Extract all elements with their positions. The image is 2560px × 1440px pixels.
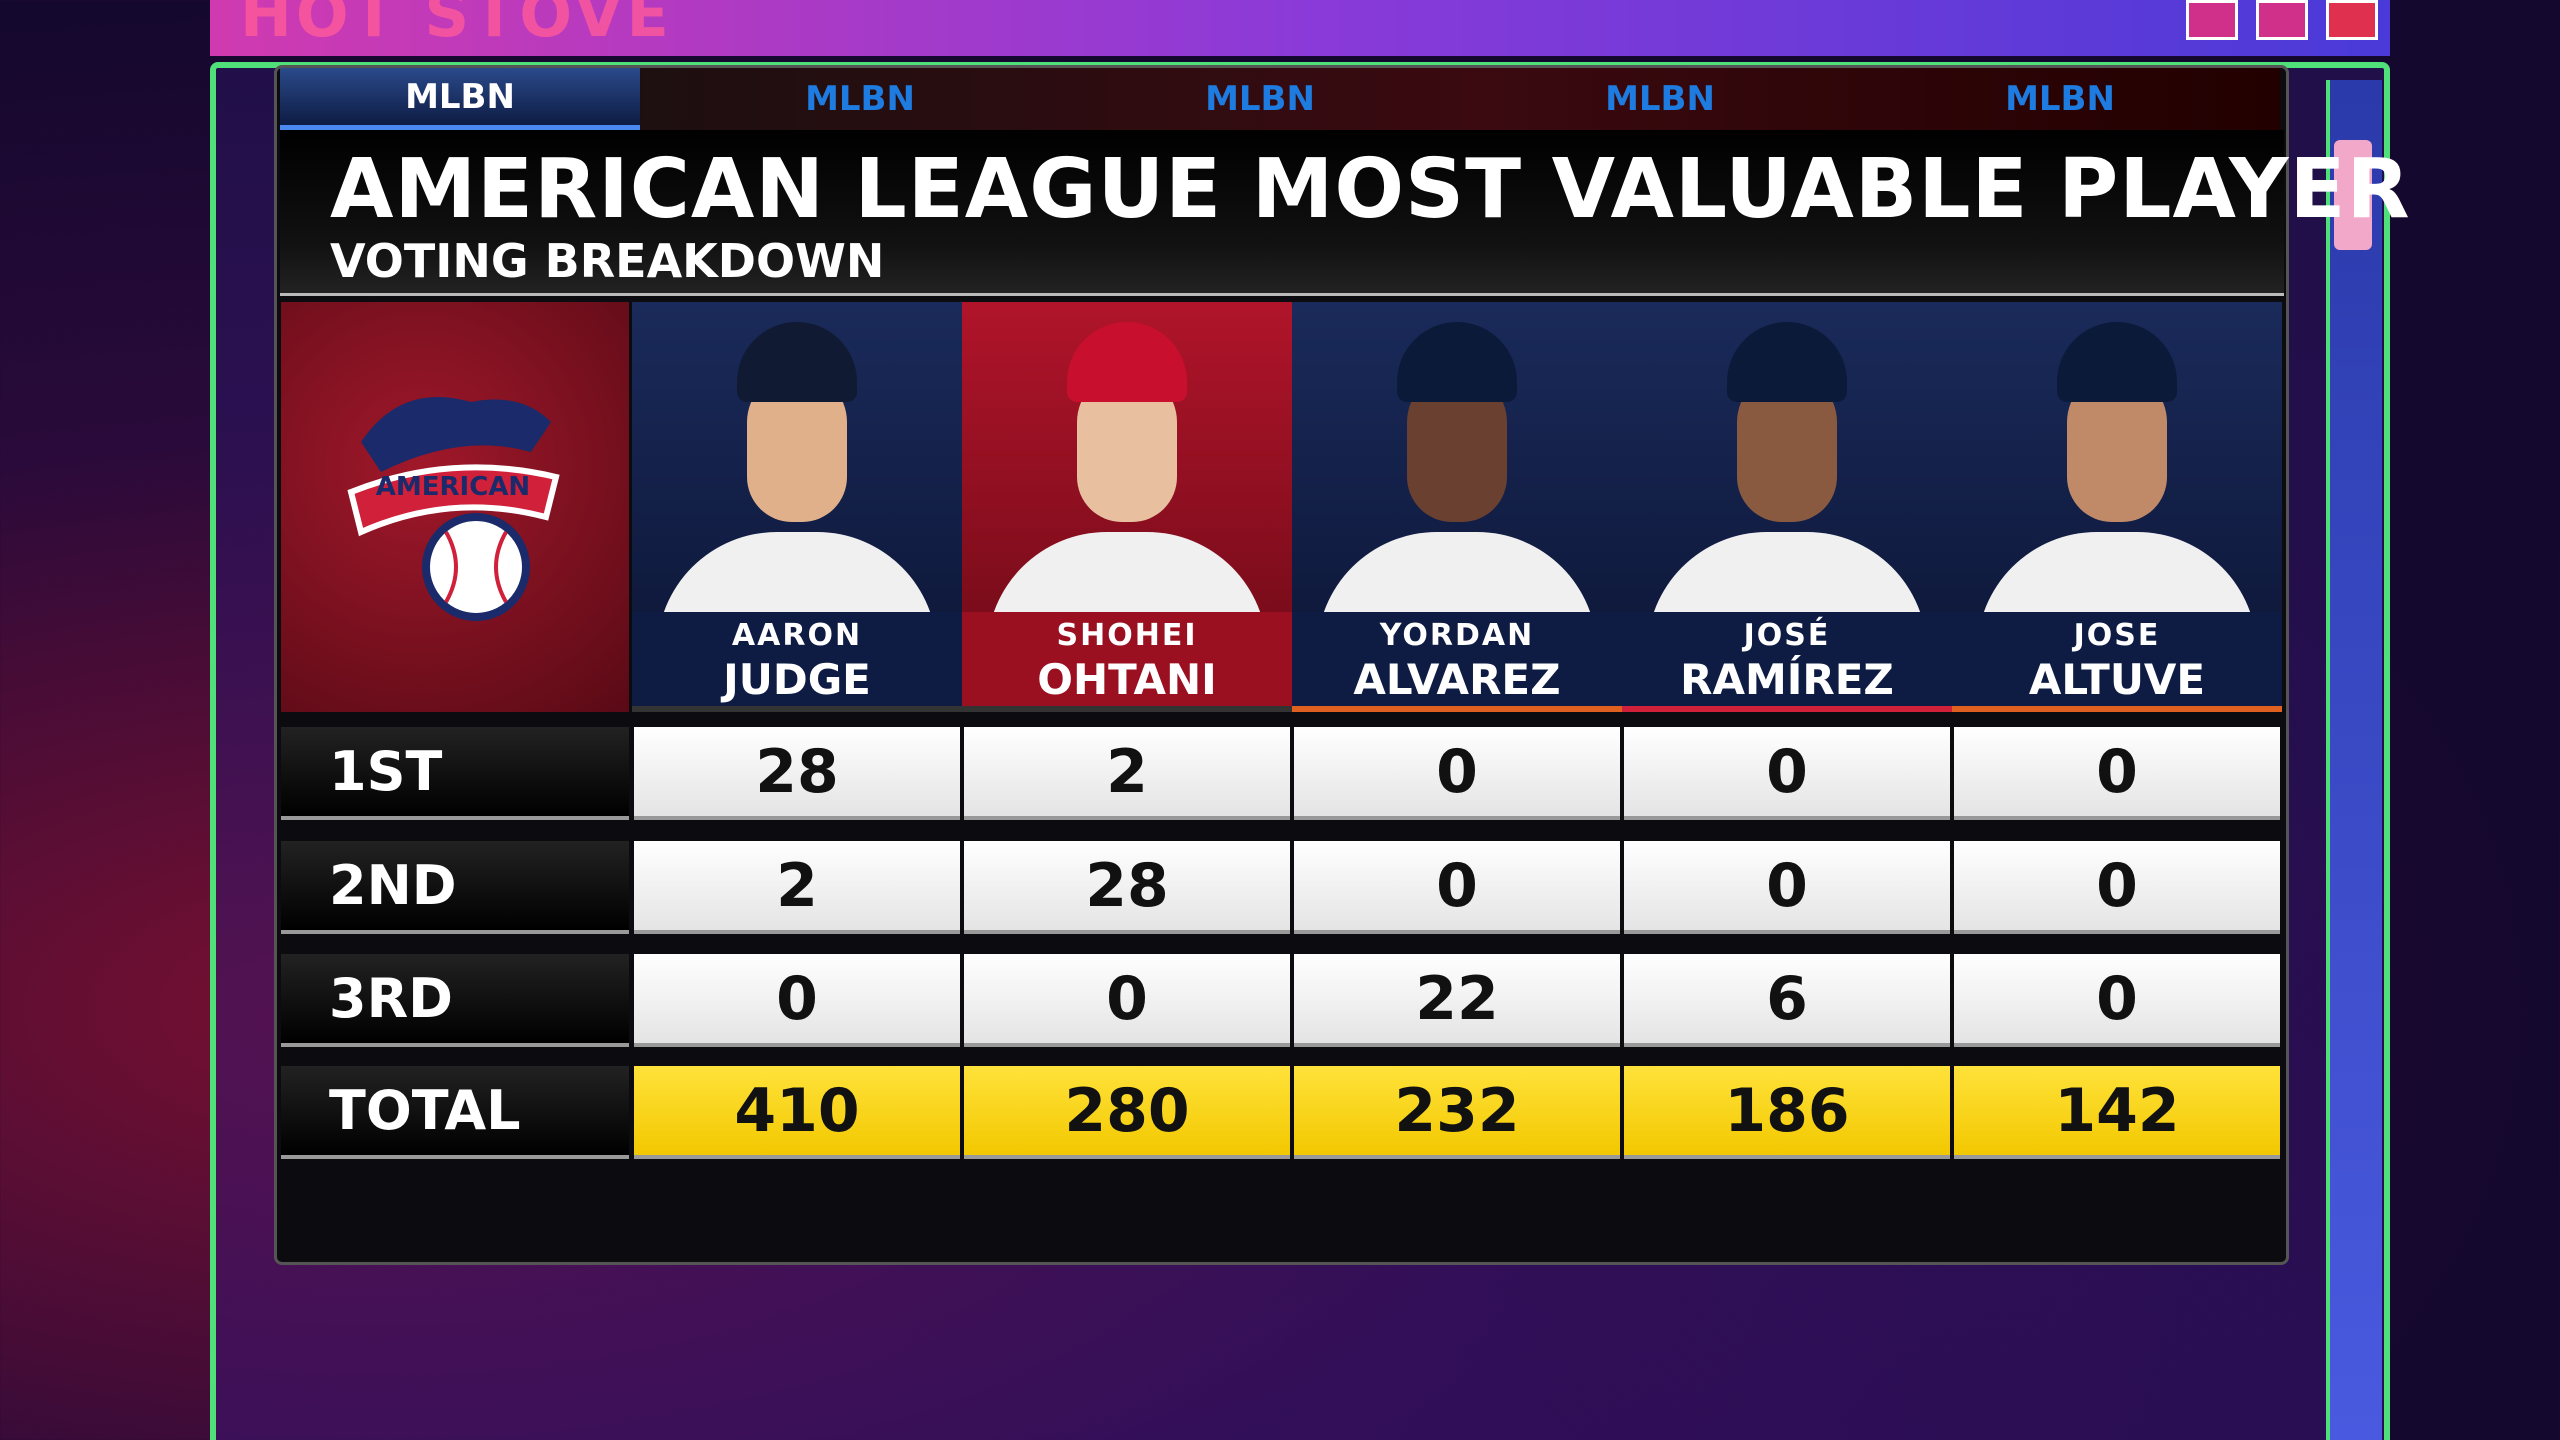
player-photo-cap: [2057, 322, 2177, 402]
player-column: SHOHEI OHTANI: [962, 302, 1292, 712]
vote-cell: 0: [1294, 841, 1620, 934]
window-button[interactable]: [2256, 0, 2308, 40]
name-plate: SHOHEI OHTANI: [962, 612, 1292, 712]
tab[interactable]: MLBN: [805, 79, 915, 119]
tab[interactable]: MLBN: [1205, 79, 1315, 119]
player-photo-cap: [737, 322, 857, 402]
name-plate: AARON JUDGE: [632, 612, 962, 712]
close-button[interactable]: [2326, 0, 2378, 40]
name-plate: YORDAN ALVAREZ: [1292, 612, 1622, 712]
league-logo-text: AMERICAN: [375, 472, 531, 502]
player-photo-cap: [1397, 322, 1517, 402]
vote-cell: 28: [964, 841, 1290, 934]
vote-cell: 22: [1294, 954, 1620, 1047]
tab[interactable]: MLBN: [280, 68, 640, 130]
name-plate: JOSE ALTUVE: [1952, 612, 2282, 712]
row-label: 3RD: [281, 954, 629, 1047]
vote-cell: 0: [634, 954, 960, 1047]
total-cell: 280: [964, 1066, 1290, 1159]
vote-cell: 0: [964, 954, 1290, 1047]
tab-strip: MLBN MLBN MLBN MLBN MLBN: [280, 68, 2280, 130]
player-column: YORDAN ALVAREZ: [1292, 302, 1622, 712]
window-button[interactable]: [2186, 0, 2238, 40]
player-column: AARON JUDGE: [632, 302, 962, 712]
player-column: JOSÉ RAMÍREZ: [1622, 302, 1952, 712]
vote-cell: 0: [1624, 727, 1950, 820]
row-label: TOTAL: [281, 1066, 629, 1159]
show-title: HOT STOVE: [240, 0, 673, 51]
vote-cell: 0: [1954, 954, 2280, 1047]
player-last-name: ALVAREZ: [1353, 655, 1561, 704]
player-first-name: SHOHEI: [1056, 618, 1198, 653]
player-column: JOSE ALTUVE: [1952, 302, 2282, 712]
vote-cell: 0: [1294, 727, 1620, 820]
player-last-name: RAMÍREZ: [1680, 655, 1894, 704]
tab[interactable]: MLBN: [2005, 79, 2115, 119]
vote-cell: 0: [1954, 841, 2280, 934]
player-first-name: AARON: [731, 618, 863, 653]
vote-cell: 6: [1624, 954, 1950, 1047]
total-cell: 142: [1954, 1066, 2280, 1159]
row-label: 1ST: [281, 727, 629, 820]
name-plate: JOSÉ RAMÍREZ: [1622, 612, 1952, 712]
vote-cell: 2: [964, 727, 1290, 820]
scroll-thumb[interactable]: [2334, 140, 2372, 250]
player-photo-cap: [1067, 322, 1187, 402]
vote-cell: 0: [1624, 841, 1950, 934]
player-photo-cap: [1727, 322, 1847, 402]
vote-cell: 2: [634, 841, 960, 934]
tab[interactable]: MLBN: [1605, 79, 1715, 119]
row-label: 2ND: [281, 841, 629, 934]
total-cell: 186: [1624, 1066, 1950, 1159]
player-last-name: JUDGE: [723, 655, 871, 704]
title-band: AMERICAN LEAGUE MOST VALUABLE PLAYER VOT…: [280, 130, 2410, 296]
title: AMERICAN LEAGUE MOST VALUABLE PLAYER: [330, 142, 2411, 237]
total-cell: 232: [1294, 1066, 1620, 1159]
subtitle: VOTING BREAKDOWN: [330, 234, 885, 288]
vote-cell: 0: [1954, 727, 2280, 820]
total-cell: 410: [634, 1066, 960, 1159]
player-first-name: JOSE: [2073, 618, 2161, 653]
player-last-name: OHTANI: [1037, 655, 1217, 704]
player-last-name: ALTUVE: [2028, 655, 2206, 704]
scrollbar[interactable]: [2326, 80, 2382, 1440]
vote-cell: 28: [634, 727, 960, 820]
league-logo: [347, 397, 560, 621]
window-titlebar: [210, 0, 2390, 56]
player-first-name: JOSÉ: [1743, 618, 1831, 653]
player-first-name: YORDAN: [1379, 618, 1535, 653]
league-logo-box: AMERICAN: [281, 302, 629, 712]
